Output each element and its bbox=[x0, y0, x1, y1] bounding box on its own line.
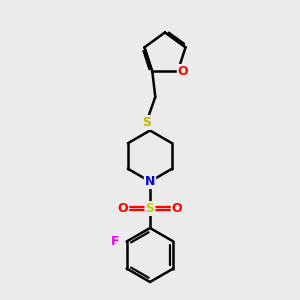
Text: O: O bbox=[178, 65, 188, 78]
Text: S: S bbox=[146, 202, 154, 215]
Text: O: O bbox=[118, 202, 128, 215]
Text: N: N bbox=[145, 175, 155, 188]
Text: O: O bbox=[172, 202, 182, 215]
Text: S: S bbox=[142, 116, 151, 129]
Text: F: F bbox=[111, 235, 119, 248]
